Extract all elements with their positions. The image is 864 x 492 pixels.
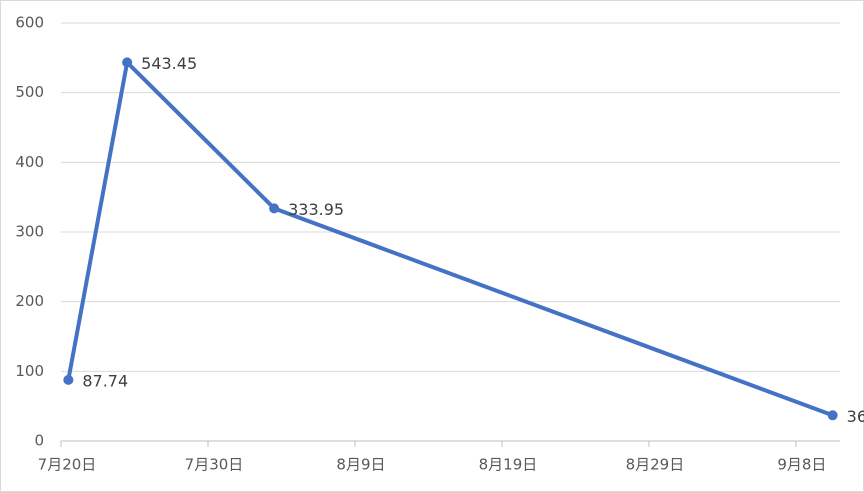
point [269,203,280,214]
line [66,60,834,418]
point [122,57,133,68]
x-tick-label: 9月8日 [777,456,826,474]
y-tick-label: 300 [15,223,44,241]
y-tick-label: 400 [15,153,44,171]
value-label: 87.74 [82,371,128,390]
value-label: 333.95 [288,200,344,219]
x-tick-label: 7月30日 [185,456,244,474]
x-tick-label: 8月29日 [626,456,685,474]
point [63,374,74,385]
y-tick-label: 200 [15,292,44,310]
y-tick-label: 600 [15,14,44,32]
value-label: 36.9 [847,407,864,426]
point [827,410,838,421]
x-tick-label: 8月9日 [336,456,385,474]
y-tick-label: 100 [15,362,44,380]
x-tick-label: 8月19日 [479,456,538,474]
value-label: 543.45 [141,54,197,73]
y-tick-label: 0 [34,432,44,450]
x-tick-label: 7月20日 [38,456,97,474]
y-tick-label: 500 [15,83,44,101]
